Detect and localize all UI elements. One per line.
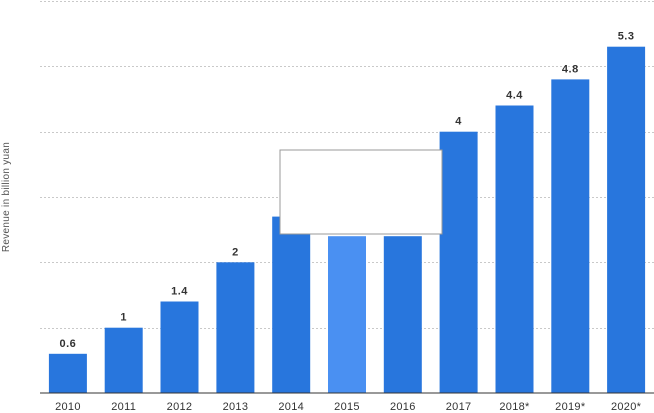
x-tick-2012: 2012: [167, 401, 193, 413]
data-label-2018: 4.4: [506, 90, 523, 102]
bars: [48, 46, 646, 394]
x-tick-2010: 2010: [55, 401, 81, 413]
bar-2011[interactable]: [104, 327, 143, 393]
bar-2016[interactable]: [383, 236, 422, 393]
x-tick-2018: 2018*: [499, 401, 530, 413]
bar-2012[interactable]: [160, 301, 199, 394]
y-axis-title: Revenue in billion yuan: [1, 142, 12, 252]
tooltip-overlay: [279, 149, 443, 235]
bar-2010[interactable]: [48, 353, 87, 393]
x-axis-ticks: 2010 2011 2012 2013 2014 2015 2016 2017 2018* 201…: [55, 401, 642, 413]
bar-2015[interactable]: [328, 236, 366, 393]
data-label-2019: 4.8: [562, 63, 579, 75]
data-label-2013: 2: [232, 246, 239, 258]
x-tick-2011: 2011: [111, 401, 136, 413]
x-tick-2016: 2016: [390, 401, 416, 413]
x-tick-2019: 2019*: [555, 401, 586, 413]
data-label-2010: 0.6: [60, 338, 77, 350]
data-label-2017: 4: [455, 116, 462, 128]
data-label-2011: 1: [120, 312, 127, 324]
bar-2018[interactable]: [495, 105, 534, 394]
data-labels: 0.6 1 1.4 2 4 4.4 4.8 5.3: [60, 31, 635, 350]
bar-2020[interactable]: [607, 46, 646, 393]
bar-2019[interactable]: [551, 79, 590, 394]
bar-2017[interactable]: [439, 131, 478, 393]
data-label-2012: 1.4: [171, 286, 188, 298]
x-tick-2015: 2015: [334, 401, 360, 413]
x-tick-2017: 2017: [446, 401, 472, 413]
x-tick-2020: 2020*: [611, 401, 642, 413]
x-tick-2013: 2013: [223, 401, 249, 413]
data-label-2020: 5.3: [618, 31, 635, 43]
x-tick-2014: 2014: [278, 401, 304, 413]
bar-2014[interactable]: [272, 216, 311, 393]
bar-2013[interactable]: [216, 262, 255, 393]
